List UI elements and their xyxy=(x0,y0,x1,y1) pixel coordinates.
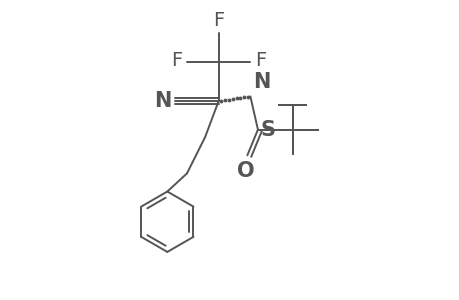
Text: S: S xyxy=(260,120,274,140)
Text: O: O xyxy=(236,160,254,181)
Text: N: N xyxy=(253,72,270,92)
Text: N: N xyxy=(154,91,171,111)
Text: F: F xyxy=(213,11,224,30)
Text: F: F xyxy=(171,51,182,70)
Text: F: F xyxy=(254,51,266,70)
